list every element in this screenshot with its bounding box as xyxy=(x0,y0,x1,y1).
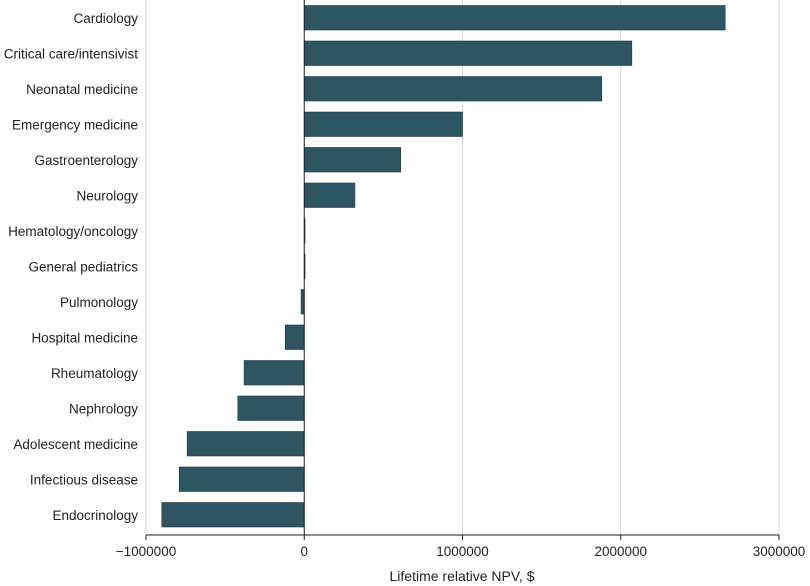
bar xyxy=(303,40,633,66)
x-axis: −1000000 0 1000000 2000000 3000000 xyxy=(116,0,806,559)
bar xyxy=(186,431,305,457)
bar xyxy=(161,502,305,528)
category-label: Endocrinology xyxy=(52,508,138,523)
category-label: Rheumatology xyxy=(51,366,138,381)
category-labels: Cardiology Critical care/intensivist Neona… xyxy=(4,11,139,523)
bar xyxy=(178,466,305,492)
category-label: Critical care/intensivist xyxy=(4,46,139,61)
x-axis-title: Lifetime relative NPV, $ xyxy=(390,568,535,584)
category-label: Cardiology xyxy=(73,11,138,26)
category-label: Nephrology xyxy=(69,401,138,416)
x-tick-label: 2000000 xyxy=(594,544,647,559)
bar xyxy=(284,324,305,350)
bar xyxy=(303,5,726,31)
x-tick-label: 3000000 xyxy=(753,544,806,559)
category-label: Neurology xyxy=(76,188,138,203)
bar xyxy=(303,147,402,173)
bar xyxy=(303,76,603,102)
bar xyxy=(243,360,305,386)
bar xyxy=(303,111,463,137)
bars xyxy=(161,5,726,528)
bar xyxy=(237,395,305,421)
category-label: Infectious disease xyxy=(30,472,138,487)
category-label: Hematology/oncology xyxy=(8,224,138,239)
x-tick-label: −1000000 xyxy=(116,544,176,559)
category-label: Emergency medicine xyxy=(12,117,138,132)
category-label: Pulmonology xyxy=(60,295,138,310)
x-tick-label: 0 xyxy=(300,544,308,559)
bar xyxy=(303,182,356,208)
category-label: Hospital medicine xyxy=(31,330,138,345)
category-label: General pediatrics xyxy=(28,259,138,274)
x-tick-label: 1000000 xyxy=(436,544,489,559)
category-label: Adolescent medicine xyxy=(13,437,138,452)
category-label: Neonatal medicine xyxy=(26,82,138,97)
category-label: Gastroenterology xyxy=(34,153,138,168)
